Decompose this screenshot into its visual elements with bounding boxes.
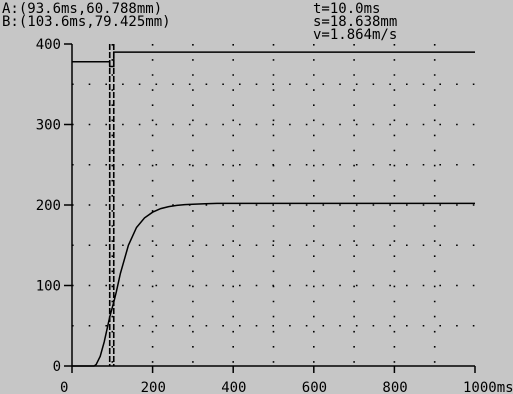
distance-readout: s=18.638mm [313, 14, 397, 30]
series-line-position [72, 202, 475, 367]
x-tick-label: 800 [382, 380, 407, 394]
x-tick-label: 1000ms [463, 380, 513, 394]
axes [64, 43, 476, 373]
series-line-signal [72, 51, 475, 68]
y-tick-label: 300 [36, 118, 61, 134]
series-group [72, 51, 475, 367]
y-tick-label: 400 [36, 37, 61, 53]
y-tick-label: 100 [36, 279, 61, 295]
cursor-b-readout: B:(103.6ms,79.425mm) [2, 14, 171, 30]
tick-labels: 0 100 200 300 400 0 200 400 600 800 1000ms [36, 37, 513, 394]
grid [72, 44, 475, 366]
x-tick-label: 400 [221, 380, 246, 394]
cursor-a-readout: A:(93.6ms,60.788mm) [2, 1, 162, 17]
x-tick-label: 200 [141, 380, 166, 394]
x-tick-label: 600 [302, 380, 327, 394]
y-tick-label: 200 [36, 198, 61, 214]
x-tick-label: 0 [60, 380, 68, 394]
y-tick-label: 0 [53, 359, 61, 375]
time-delta-readout: t=10.0ms [313, 1, 380, 17]
cursor-lines [108, 44, 115, 366]
velocity-readout: v=1.864m/s [313, 27, 397, 43]
